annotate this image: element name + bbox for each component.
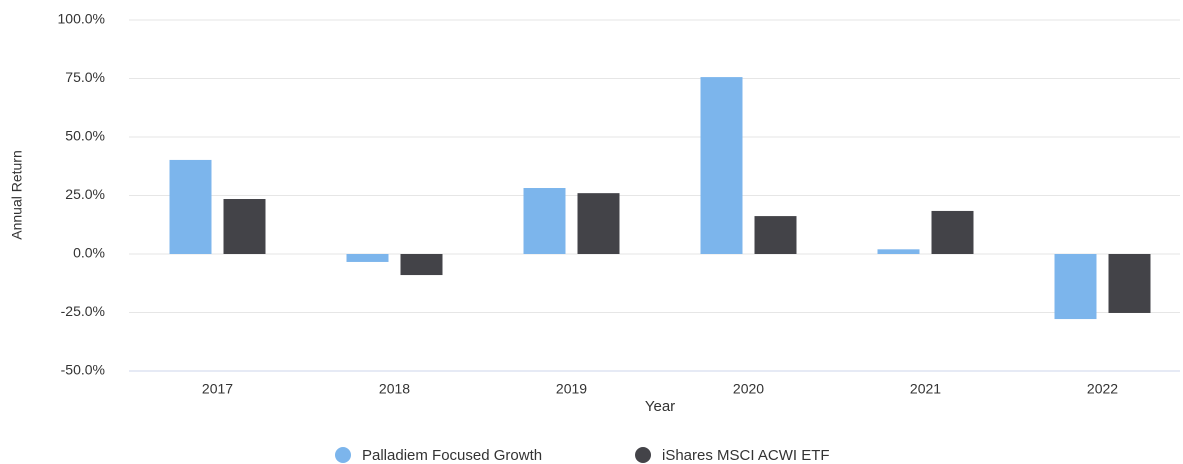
bar [1108,254,1151,313]
bar [346,254,389,262]
bar [400,254,443,276]
bar [577,193,620,254]
bar [931,210,974,254]
x-tick-label: 2018 [379,381,410,397]
x-tick-label: 2021 [910,381,941,397]
bar [754,216,797,254]
x-axis-title: Year [645,398,675,415]
y-tick-label: -50.0% [61,362,105,378]
y-tick-label: 100.0% [58,11,105,27]
bar [877,249,920,254]
bar [700,77,743,254]
legend-marker [335,447,351,463]
bar [169,159,212,254]
y-tick-label: 0.0% [73,245,105,261]
legend-label: iShares MSCI ACWI ETF [662,447,830,464]
bar [523,188,566,254]
bar [223,199,266,254]
y-tick-label: 25.0% [65,186,105,202]
legend-label: Palladiem Focused Growth [362,447,542,464]
x-tick-label: 2020 [733,381,764,397]
x-tick-label: 2017 [202,381,233,397]
bar [1054,254,1097,320]
x-tick-label: 2019 [556,381,587,397]
x-tick-label: 2022 [1087,381,1118,397]
y-tick-label: -25.0% [61,303,105,319]
legend-marker [635,447,651,463]
y-axis-title: Annual Return [9,150,25,240]
y-tick-label: 75.0% [65,69,105,85]
y-tick-label: 50.0% [65,128,105,144]
